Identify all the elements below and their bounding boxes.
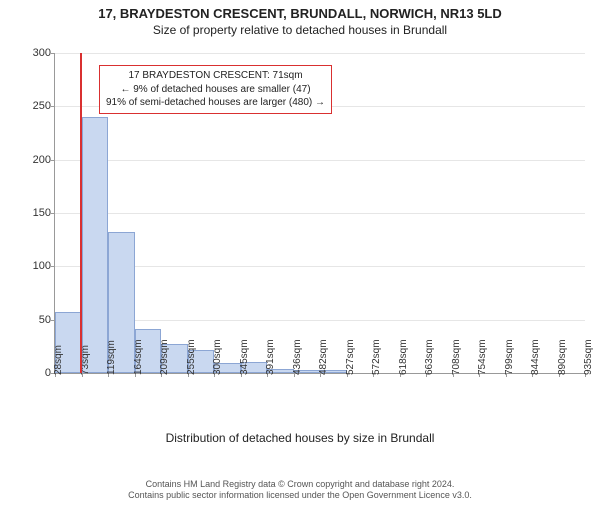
- info-box-line: 91% of semi-detached houses are larger (…: [106, 96, 325, 110]
- y-tick-label: 300: [21, 47, 55, 59]
- title-main: 17, BRAYDESTON CRESCENT, BRUNDALL, NORWI…: [0, 6, 600, 21]
- gridline: [55, 53, 585, 54]
- info-box-line: ← 9% of detached houses are smaller (47): [106, 83, 325, 97]
- x-tick-label: 119sqm: [106, 340, 117, 375]
- x-tick-label: 436sqm: [292, 339, 303, 375]
- x-tick-label: 572sqm: [371, 339, 382, 375]
- x-tick-label: 345sqm: [239, 339, 250, 375]
- x-tick-label: 164sqm: [133, 339, 144, 375]
- x-tick-label: 527sqm: [345, 339, 356, 375]
- y-tick-label: 200: [21, 154, 55, 166]
- x-tick-label: 754sqm: [477, 339, 488, 375]
- x-tick-label: 663sqm: [424, 339, 435, 375]
- chart: Number of detached properties 0501001502…: [0, 43, 600, 433]
- x-tick-label: 300sqm: [212, 339, 223, 375]
- footer-line-2: Contains public sector information licen…: [0, 490, 600, 502]
- x-tick-label: 209sqm: [159, 339, 170, 375]
- gridline: [55, 266, 585, 267]
- gridline: [55, 213, 585, 214]
- y-tick-mark: [51, 266, 55, 267]
- y-tick-label: 0: [21, 367, 55, 379]
- x-tick-label: 935sqm: [583, 339, 594, 375]
- gridline: [55, 320, 585, 321]
- x-tick-label: 799sqm: [504, 339, 515, 375]
- info-box-line: 17 BRAYDESTON CRESCENT: 71sqm: [106, 69, 325, 83]
- x-tick-label: 618sqm: [398, 339, 409, 375]
- marker-line: [80, 53, 82, 373]
- x-tick-label: 890sqm: [557, 339, 568, 375]
- x-tick-label: 391sqm: [265, 339, 276, 375]
- y-tick-mark: [51, 53, 55, 54]
- y-tick-mark: [51, 106, 55, 107]
- x-tick-label: 482sqm: [318, 339, 329, 375]
- info-box: 17 BRAYDESTON CRESCENT: 71sqm← 9% of det…: [99, 65, 332, 114]
- title-sub: Size of property relative to detached ho…: [0, 23, 600, 37]
- x-tick-label: 255sqm: [186, 339, 197, 375]
- y-tick-label: 100: [21, 260, 55, 272]
- y-tick-mark: [51, 213, 55, 214]
- plot-area: 05010015020025030028sqm73sqm119sqm164sqm…: [54, 53, 585, 374]
- footer-credits: Contains HM Land Registry data © Crown c…: [0, 479, 600, 502]
- y-tick-label: 250: [21, 100, 55, 112]
- histogram-bar: [82, 117, 109, 373]
- x-tick-label: 708sqm: [451, 339, 462, 375]
- x-axis-label: Distribution of detached houses by size …: [0, 431, 600, 445]
- x-tick-label: 28sqm: [53, 345, 64, 375]
- y-tick-label: 150: [21, 207, 55, 219]
- footer-line-1: Contains HM Land Registry data © Crown c…: [0, 479, 600, 491]
- y-tick-mark: [51, 160, 55, 161]
- x-tick-label: 844sqm: [530, 339, 541, 375]
- gridline: [55, 160, 585, 161]
- y-tick-label: 50: [21, 314, 55, 326]
